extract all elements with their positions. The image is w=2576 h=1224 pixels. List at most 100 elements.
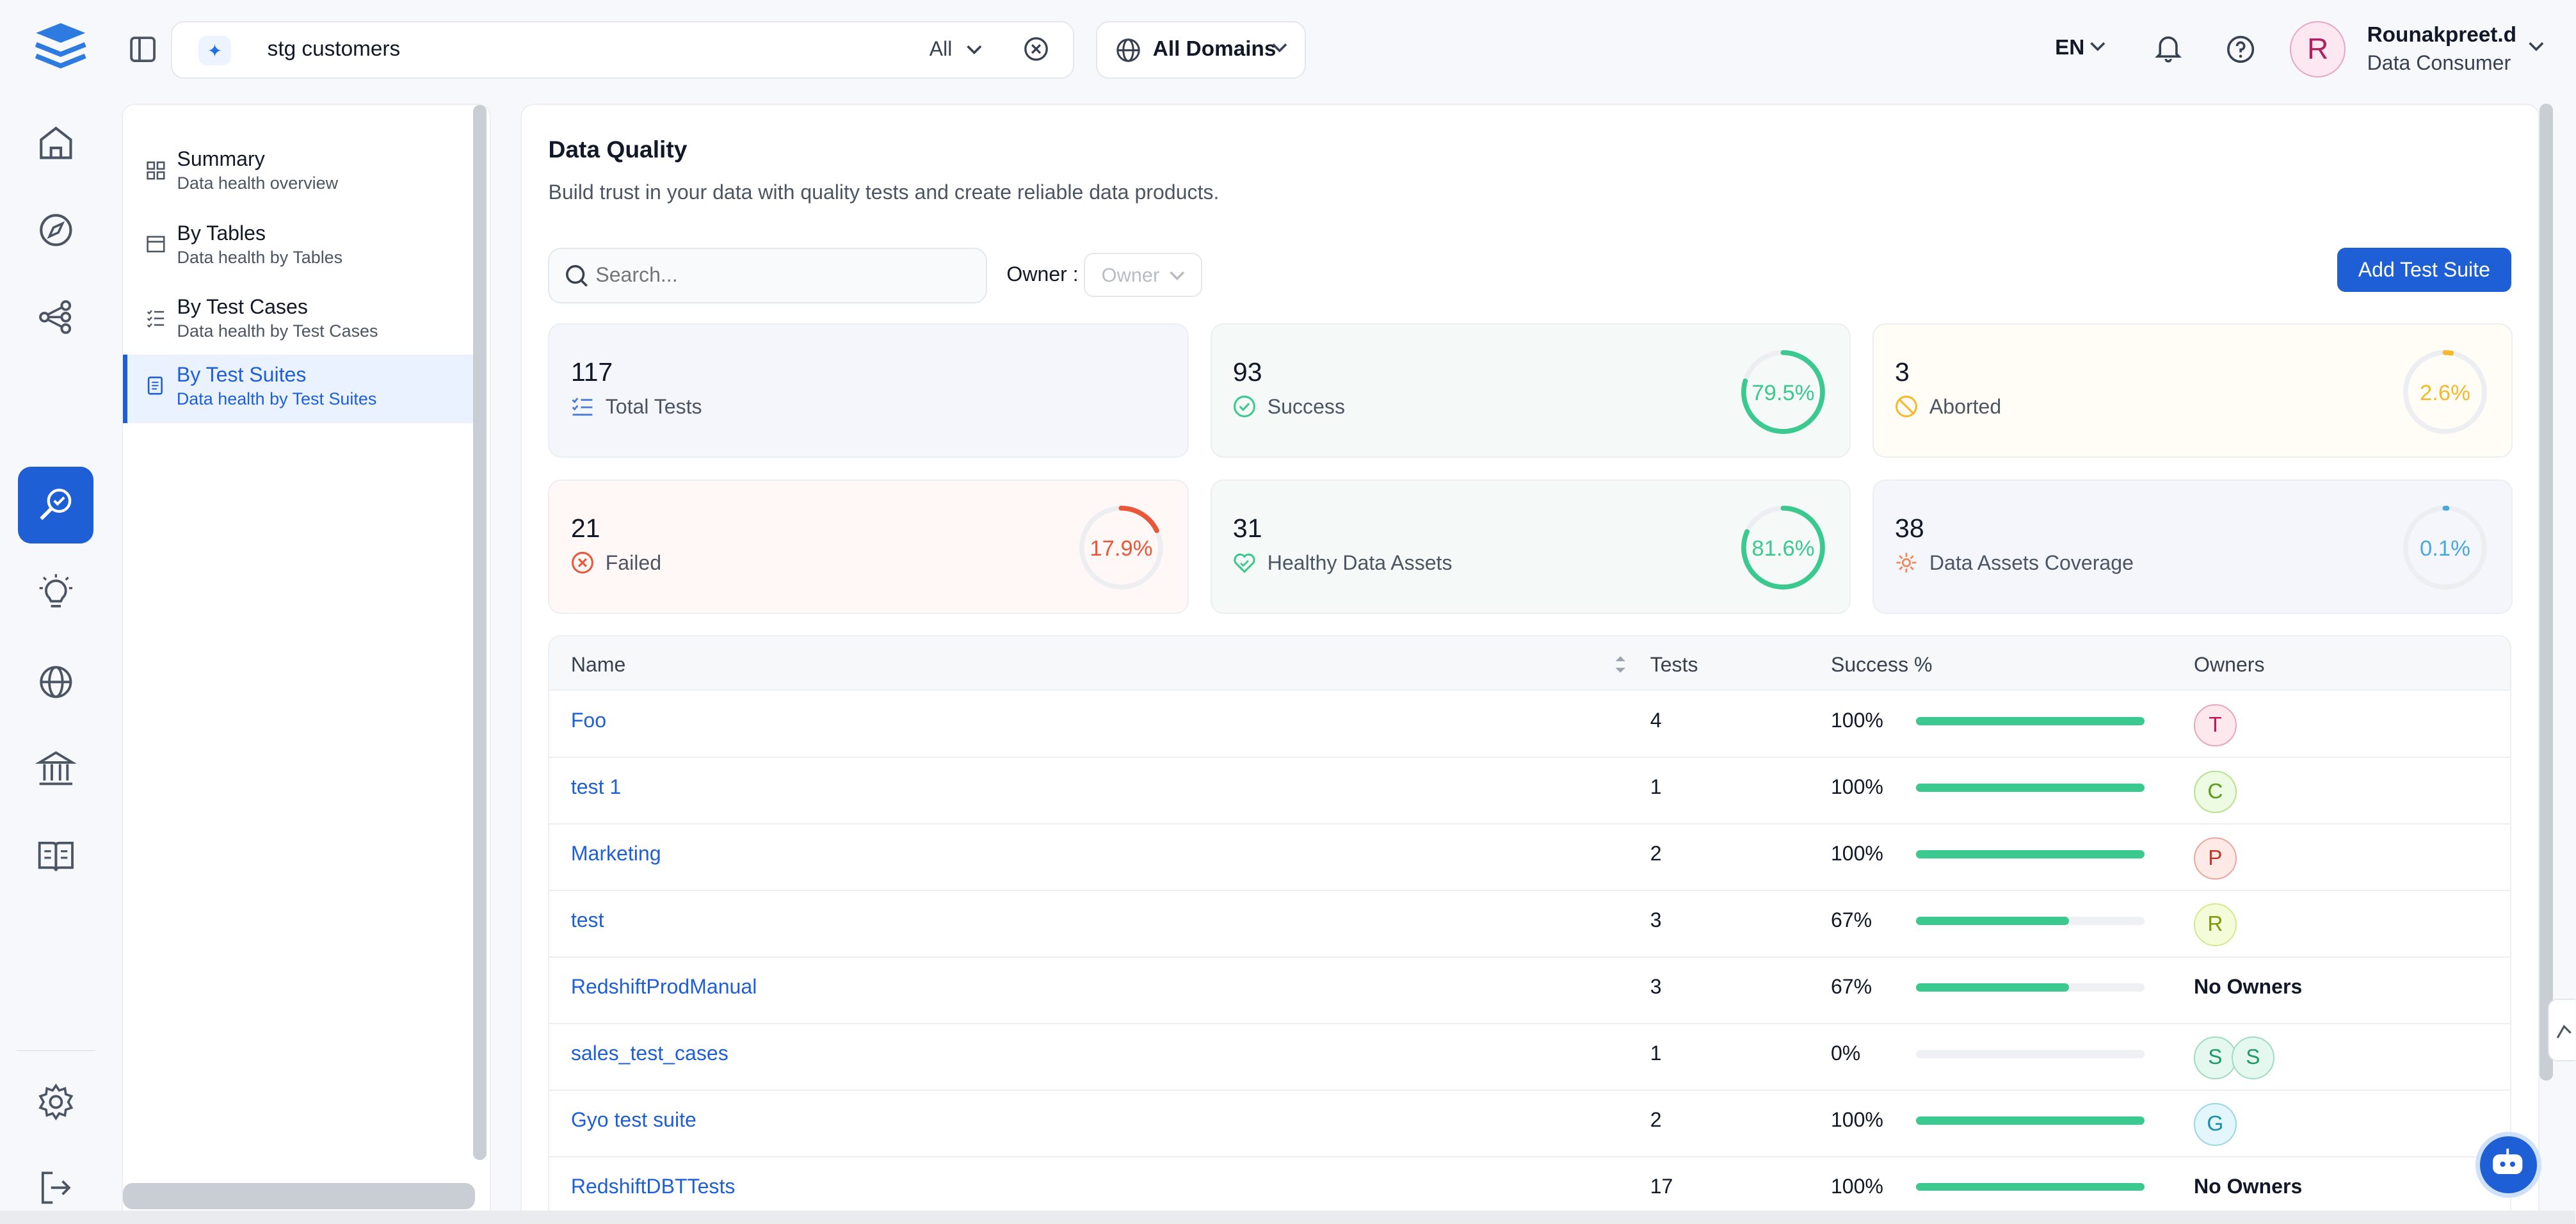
clear-search-icon[interactable] xyxy=(1023,36,1049,62)
tests-count: 3 xyxy=(1650,975,1662,999)
main-scrollbar[interactable] xyxy=(2540,103,2553,1081)
lineage-icon[interactable] xyxy=(35,296,77,339)
test-suite-name-link[interactable]: Gyo test suite xyxy=(570,1107,696,1131)
owner-avatar[interactable]: R xyxy=(2194,903,2237,947)
user-name: Rounakpreet.d xyxy=(2367,22,2517,47)
test-suite-name-link[interactable]: test xyxy=(570,908,604,932)
search-input[interactable] xyxy=(595,260,974,291)
owners-cell: P xyxy=(2194,837,2237,882)
nav-item-title: By Tables xyxy=(177,221,266,245)
explore-icon[interactable] xyxy=(35,209,77,252)
owners-cell: R xyxy=(2194,903,2237,947)
domain-selector[interactable]: All Domains xyxy=(1095,21,1306,79)
heart-check-icon xyxy=(1234,553,1255,574)
main-content: Data Quality Build trust in your data wi… xyxy=(520,103,2540,1224)
stat-label: Data Assets Coverage xyxy=(1929,551,2134,575)
global-search-input[interactable]: stg customers xyxy=(267,37,401,61)
no-owners-text: No Owners xyxy=(2194,975,2303,999)
owner-avatar[interactable]: T xyxy=(2194,704,2237,747)
success-percent: 100% xyxy=(1830,709,1883,732)
stat-value: 117 xyxy=(570,357,613,387)
column-header-success: Success % xyxy=(1830,653,1933,677)
glossary-icon[interactable] xyxy=(35,835,77,878)
success-progress-fill xyxy=(1916,850,2145,858)
failed-circle-icon xyxy=(571,552,593,574)
success-progress-bar xyxy=(1916,717,2145,726)
test-suite-name-link[interactable]: sales_test_cases xyxy=(570,1041,729,1065)
settings-icon[interactable] xyxy=(35,1081,77,1123)
owners-cell: G xyxy=(2194,1103,2237,1147)
test-suite-name-link[interactable]: RedshiftProdManual xyxy=(570,975,757,999)
icon-rail xyxy=(0,102,111,1224)
table-row: sales_test_cases 1 0% S S xyxy=(549,1025,2510,1091)
app-logo-icon[interactable] xyxy=(29,20,92,79)
data-quality-icon[interactable] xyxy=(35,483,77,526)
add-test-suite-button[interactable]: Add Test Suite xyxy=(2337,247,2511,293)
test-suite-name-link[interactable]: Marketing xyxy=(570,842,661,866)
test-suite-name-link[interactable]: Foo xyxy=(570,709,607,732)
ring-progress xyxy=(1741,506,1825,590)
owner-avatar[interactable]: C xyxy=(2194,770,2237,814)
stat-value: 31 xyxy=(1232,513,1262,544)
healthy-assets-ring: 81.6% xyxy=(1741,506,1825,590)
governance-icon[interactable] xyxy=(35,748,77,791)
domains-icon[interactable] xyxy=(35,661,77,704)
test-suite-name-link[interactable]: RedshiftDBTTests xyxy=(570,1174,736,1198)
logout-icon[interactable] xyxy=(35,1166,77,1209)
owner-avatar[interactable]: S xyxy=(2232,1036,2274,1079)
owner-filter-placeholder: Owner xyxy=(1101,263,1160,286)
nav-item-title: Summary xyxy=(177,147,265,171)
user-role: Data Consumer xyxy=(2367,51,2511,74)
nav-item-by-test-suites[interactable]: By Test Suites Data health by Test Suite… xyxy=(122,354,474,424)
nav-item-summary[interactable]: Summary Data health overview xyxy=(123,140,474,209)
horizontal-scrollbar[interactable] xyxy=(123,1182,475,1209)
sort-icon[interactable] xyxy=(1614,653,1627,676)
tests-count: 2 xyxy=(1650,842,1662,866)
home-icon[interactable] xyxy=(35,122,77,165)
owner-avatar[interactable]: G xyxy=(2194,1103,2237,1146)
nav-item-by-test-cases[interactable]: By Test Cases Data health by Test Cases xyxy=(123,287,474,356)
notifications-bell-icon[interactable] xyxy=(2153,33,2183,63)
chat-assistant-button[interactable] xyxy=(2475,1131,2541,1198)
ring-progress xyxy=(1741,350,1825,434)
nav-item-by-tables[interactable]: By Tables Data health by Tables xyxy=(123,213,474,282)
side-panel-tab[interactable] xyxy=(2547,999,2576,1061)
stat-card-failed: 21 Failed 17.9% xyxy=(548,479,1189,615)
success-progress-bar xyxy=(1916,983,2145,992)
data-quality-nav-panel: Summary Data health overview By Tables D… xyxy=(121,103,492,1212)
ring-percent-label: 2.6% xyxy=(2420,381,2470,405)
success-progress-bar xyxy=(1916,1116,2145,1125)
user-avatar[interactable]: R xyxy=(2290,21,2346,77)
ring-progress xyxy=(1079,506,1163,590)
global-search-bar[interactable]: ✦ stg customers All xyxy=(170,21,1075,79)
user-menu-chevron-icon[interactable] xyxy=(2528,40,2545,53)
table-header: Name Tests Success % Owners xyxy=(549,636,2510,691)
test-suite-search[interactable] xyxy=(548,247,987,304)
success-progress-bar xyxy=(1916,784,2145,792)
search-filter-dropdown[interactable]: All xyxy=(930,37,983,61)
test-suite-name-link[interactable]: test 1 xyxy=(570,775,622,799)
chevron-down-icon xyxy=(1271,43,1287,52)
search-filter-label: All xyxy=(929,37,953,61)
ring-percent-label: 17.9% xyxy=(1090,537,1152,561)
stat-card-data-assets-coverage: 38 Data Assets Coverage 0.1% xyxy=(1872,479,2513,615)
aborted-ring: 2.6% xyxy=(2403,350,2488,434)
insights-icon[interactable] xyxy=(35,572,77,615)
help-icon[interactable] xyxy=(2226,35,2255,64)
owner-avatar[interactable]: P xyxy=(2194,837,2237,880)
owner-avatar[interactable]: S xyxy=(2194,1036,2237,1079)
success-percent: 100% xyxy=(1830,1107,1883,1131)
rail-divider xyxy=(16,1049,95,1052)
nav-panel-scrollbar[interactable] xyxy=(473,105,487,1160)
owner-filter-dropdown[interactable]: Owner xyxy=(1083,252,1202,297)
owner-filter-label-text: Owner xyxy=(1006,262,1067,286)
sidebar-toggle-icon[interactable] xyxy=(128,35,157,64)
language-selector[interactable]: EN xyxy=(2055,36,2085,60)
table-row: test 1 1 100% C xyxy=(549,759,2510,825)
aborted-icon xyxy=(1896,396,1917,418)
ring-percent-label: 81.6% xyxy=(1751,537,1814,561)
nav-item-title: By Test Cases xyxy=(177,295,308,319)
chevron-down-icon[interactable] xyxy=(2089,40,2106,53)
column-header-name[interactable]: Name xyxy=(570,653,626,677)
